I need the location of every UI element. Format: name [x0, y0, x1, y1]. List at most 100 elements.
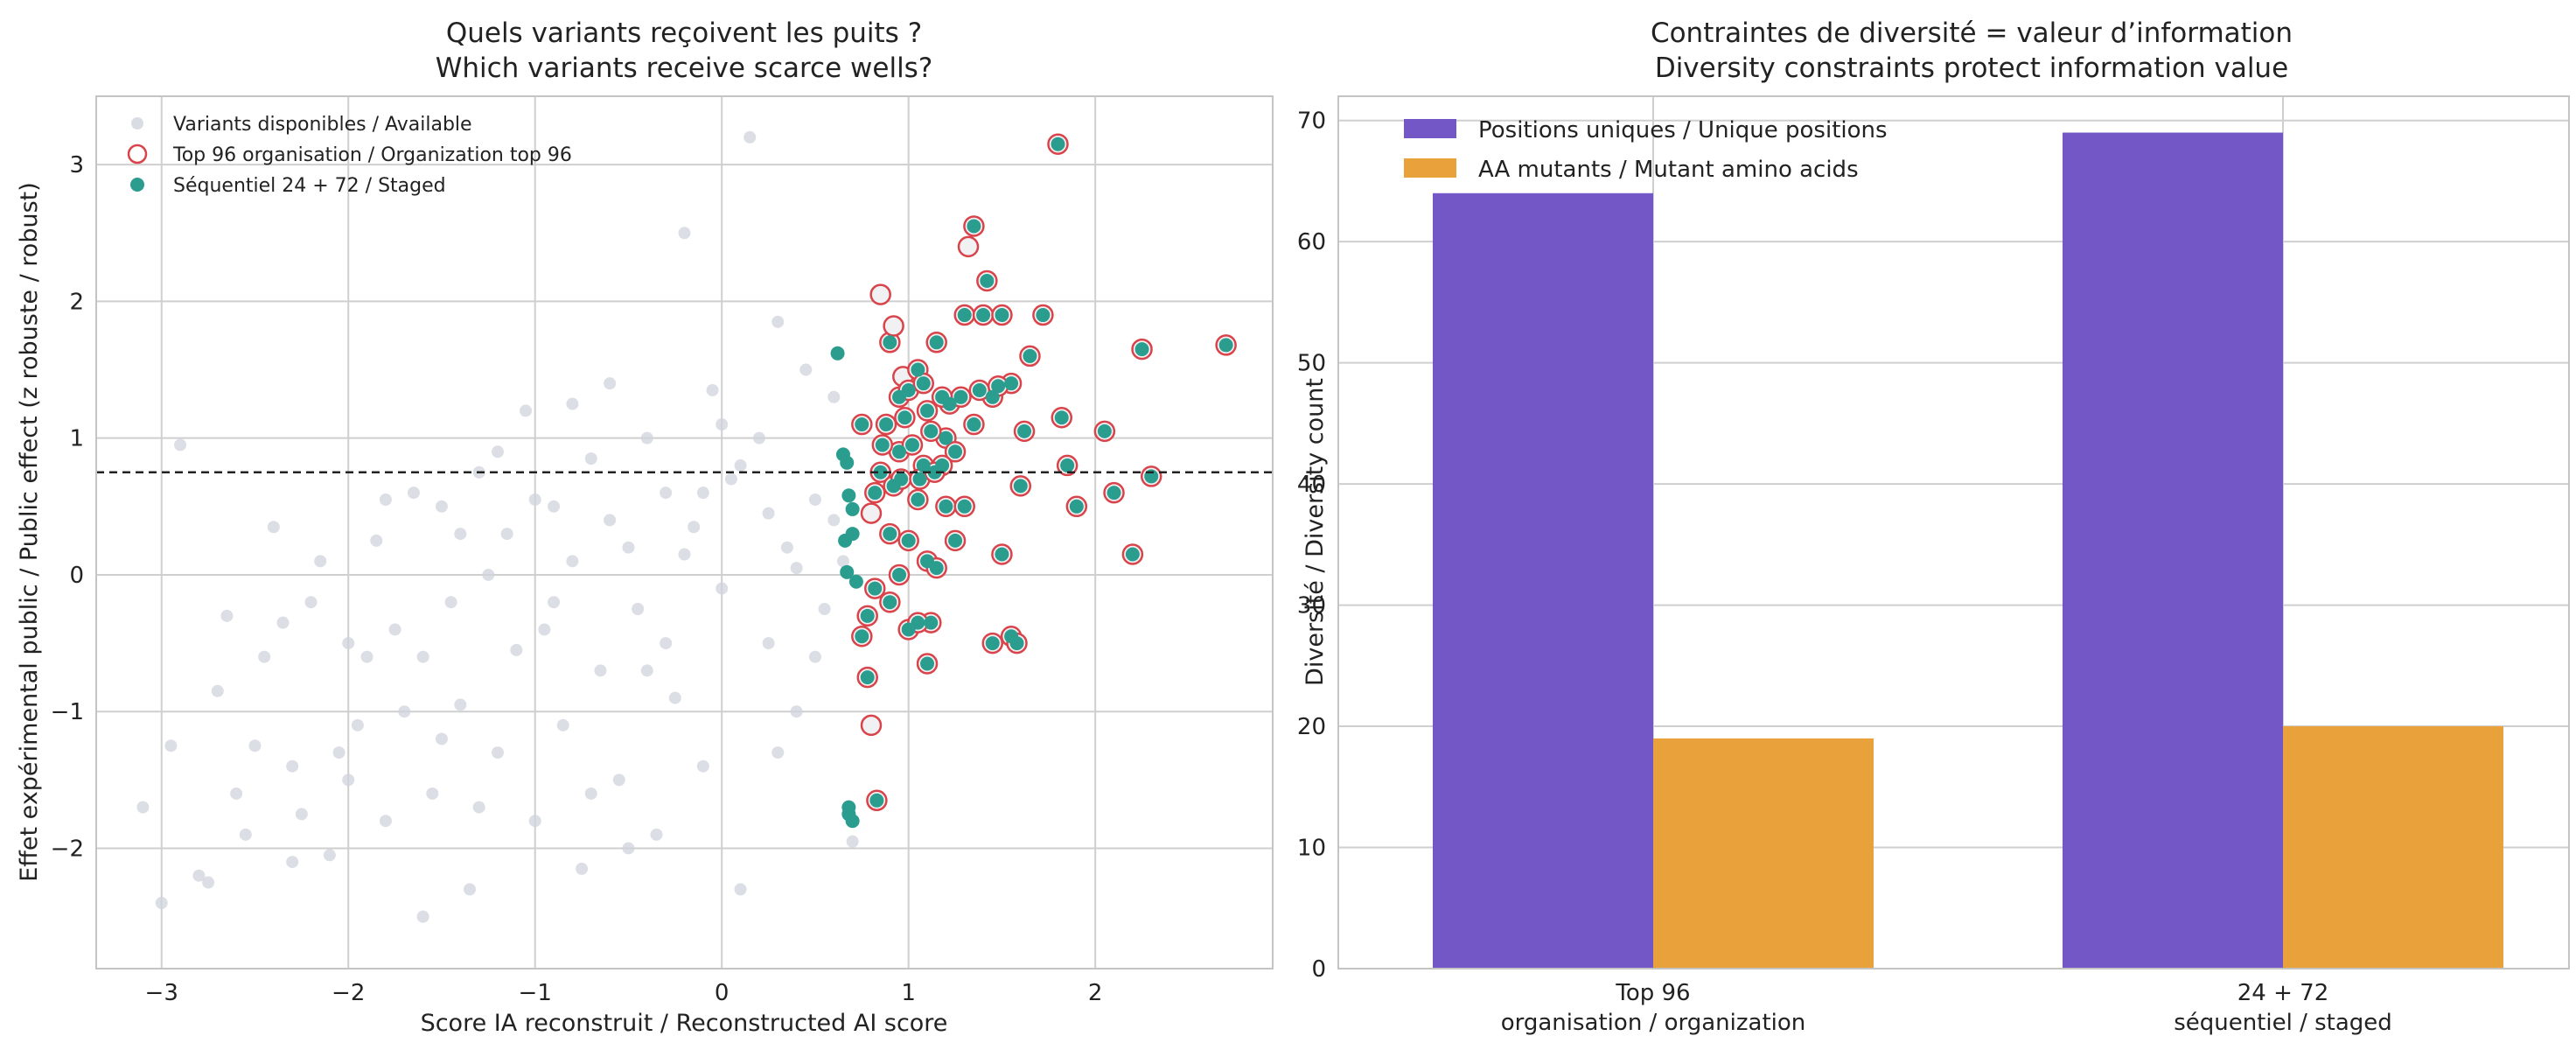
available-point — [528, 815, 541, 828]
bar-category-sublabel: organisation / organization — [1501, 1010, 1806, 1036]
staged-point — [939, 499, 953, 514]
available-point — [286, 760, 299, 773]
scatter-legend: Variants disponibles / Available Top 96 … — [127, 114, 572, 197]
scatter-y-tick-label: 2 — [69, 289, 84, 315]
scatter-y-tick-label: 0 — [69, 563, 84, 589]
staged-point — [920, 403, 935, 418]
bar-mutant-aa — [2283, 726, 2503, 969]
available-point — [762, 507, 775, 520]
legend-marker-staged — [130, 178, 144, 192]
staged-point — [953, 389, 968, 404]
legend-swatch-unique-positions — [1404, 119, 1456, 138]
bar-y-tick-label: 70 — [1297, 108, 1326, 135]
available-point — [678, 227, 691, 240]
staged-point — [855, 629, 869, 644]
legend-label-staged: Séquentiel 24 + 72 / Staged — [173, 175, 446, 197]
staged-point — [873, 465, 888, 480]
available-point — [660, 486, 673, 500]
available-point — [407, 486, 420, 500]
available-point — [286, 856, 299, 869]
staged-point — [920, 656, 935, 671]
available-point — [435, 732, 448, 746]
available-point — [743, 130, 757, 144]
staged-point — [916, 376, 931, 391]
staged-point — [883, 335, 897, 350]
available-point — [520, 404, 533, 417]
available-point — [230, 787, 243, 800]
scatter-panel: Quels variants reçoivent les puits ? Whi… — [16, 18, 1274, 1037]
available-point — [136, 801, 150, 814]
available-point — [716, 582, 729, 595]
bar-y-axis-label: Diversité / Diversity count — [1302, 378, 1329, 686]
scatter-x-tick-label: 1 — [901, 980, 916, 1006]
available-point — [444, 596, 457, 609]
available-point — [576, 862, 589, 875]
available-point — [454, 698, 467, 711]
staged-point — [897, 410, 912, 425]
staged-point — [1054, 410, 1069, 425]
legend-label-mutant-aa: AA mutants / Mutant amino acids — [1478, 157, 1859, 183]
available-point — [688, 521, 701, 534]
available-point — [267, 521, 280, 534]
bar-mutant-aa — [1653, 738, 1874, 969]
staged-point — [929, 561, 944, 576]
available-point — [836, 555, 849, 568]
available-point — [594, 664, 607, 677]
available-point — [790, 705, 803, 718]
staged-point — [911, 615, 925, 630]
staged-point — [1125, 547, 1140, 562]
staged-point — [883, 595, 897, 610]
bar-legend: Positions uniques / Unique positions AA … — [1404, 117, 1888, 183]
available-point — [528, 493, 541, 506]
scatter-x-tick-label: −1 — [519, 980, 552, 1006]
staged-point — [901, 382, 916, 397]
bar-subtitle: Diversity constraints protect informatio… — [1655, 52, 2288, 84]
staged-point — [927, 465, 942, 480]
available-point — [706, 383, 719, 396]
available-point — [808, 650, 821, 663]
staged-point — [875, 438, 890, 452]
staged-point — [911, 362, 925, 377]
scatter-y-axis-label: Effet expérimental public / Public effec… — [16, 182, 43, 882]
staged-point — [916, 458, 931, 472]
bar-y-tick-label: 10 — [1297, 836, 1326, 862]
staged-point — [1106, 486, 1121, 500]
scatter-x-axis-label: Score IA reconstruit / Reconstructed AI … — [421, 1010, 948, 1037]
available-point — [211, 684, 224, 697]
staged-point — [869, 793, 884, 808]
available-point — [304, 596, 318, 609]
scatter-frame — [95, 95, 1274, 970]
scatter-title: Quels variants reçoivent les puits ? — [446, 18, 922, 49]
staged-point — [841, 800, 856, 815]
available-point — [566, 555, 579, 568]
available-point — [566, 397, 579, 410]
staged-point — [939, 430, 953, 445]
available-point — [640, 431, 653, 444]
available-point — [640, 664, 653, 677]
available-point — [556, 718, 569, 732]
bar-y-tick-label: 20 — [1297, 714, 1326, 740]
bar-category-label: 24 + 72 — [2237, 980, 2328, 1006]
staged-point — [1051, 136, 1065, 151]
bar-unique-positions — [1433, 192, 1653, 969]
available-point — [650, 828, 663, 841]
staged-point — [901, 533, 916, 548]
available-point — [696, 486, 709, 500]
staged-point — [860, 608, 875, 623]
staged-point — [991, 379, 1006, 394]
available-point — [472, 801, 485, 814]
staged-point — [830, 346, 845, 360]
staged-point — [845, 814, 860, 829]
available-point — [584, 452, 597, 466]
available-point — [463, 883, 476, 896]
available-point — [538, 623, 551, 636]
available-point — [192, 869, 206, 882]
available-point — [846, 835, 859, 848]
available-point — [314, 555, 327, 568]
staged-point — [948, 444, 963, 459]
top96-point — [869, 284, 891, 305]
staged-point — [924, 424, 939, 438]
staged-point — [892, 444, 907, 459]
